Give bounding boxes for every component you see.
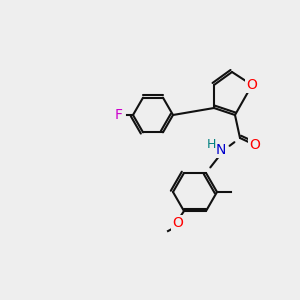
Text: O: O: [250, 138, 260, 152]
Text: O: O: [172, 216, 183, 230]
Text: H: H: [206, 139, 216, 152]
Text: O: O: [247, 78, 257, 92]
Text: F: F: [115, 108, 123, 122]
Text: N: N: [216, 143, 226, 157]
